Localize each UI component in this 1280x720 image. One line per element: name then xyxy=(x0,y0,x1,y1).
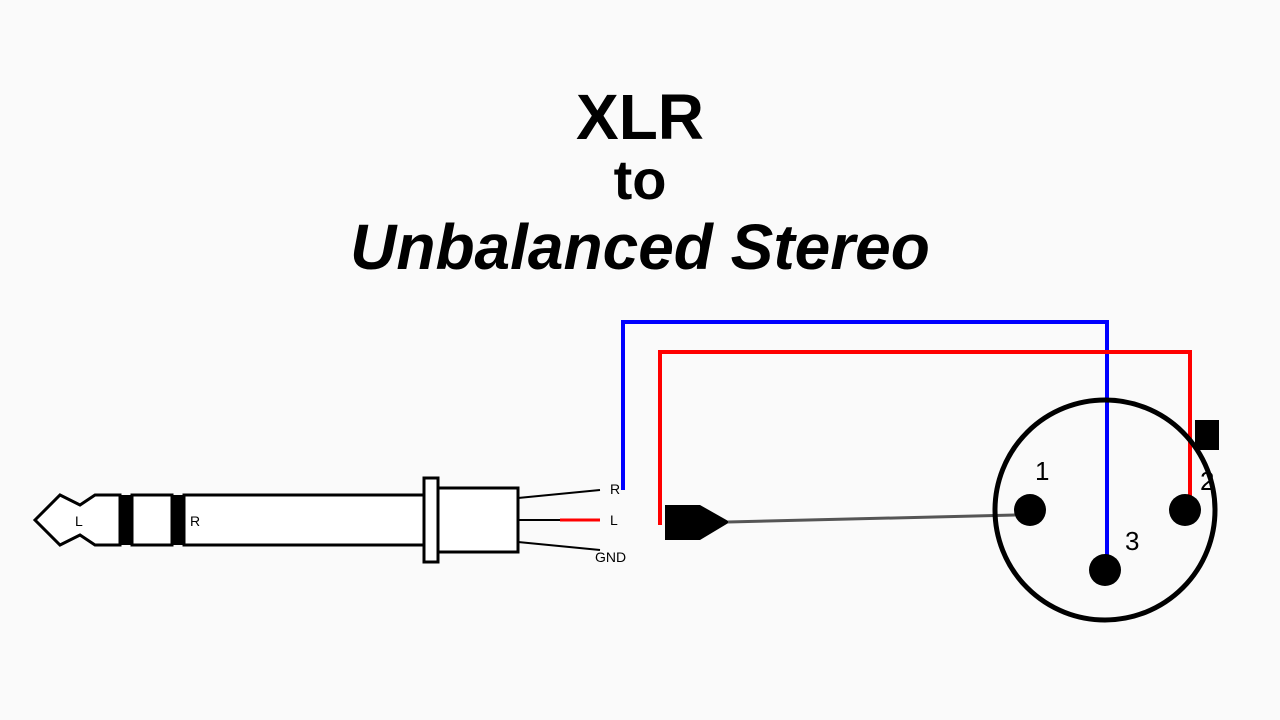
diagram-canvas: { "title": { "line1": "XLR", "line2": "t… xyxy=(0,0,1280,720)
wiring-diagram: L R R L GND 1 2 xyxy=(0,0,1280,720)
trs-tip-label: L xyxy=(75,513,83,529)
xlr-pin-2-label: 2 xyxy=(1200,466,1214,496)
wire-ground xyxy=(728,515,1015,522)
wire-red xyxy=(660,352,1190,525)
trs-lead-label-r: R xyxy=(610,481,620,497)
xlr-pin-3 xyxy=(1089,554,1121,586)
xlr-pin-2 xyxy=(1169,494,1201,526)
trs-lead-label-l: L xyxy=(610,512,618,528)
trs-plug xyxy=(35,478,518,562)
xlr-pin-1-label: 1 xyxy=(1035,456,1049,486)
trs-lead-label-gnd: GND xyxy=(595,549,626,565)
xlr-pin-3-label: 3 xyxy=(1125,526,1139,556)
trs-ring-label: R xyxy=(190,513,200,529)
ground-plug xyxy=(665,505,730,540)
xlr-pin-1 xyxy=(1014,494,1046,526)
